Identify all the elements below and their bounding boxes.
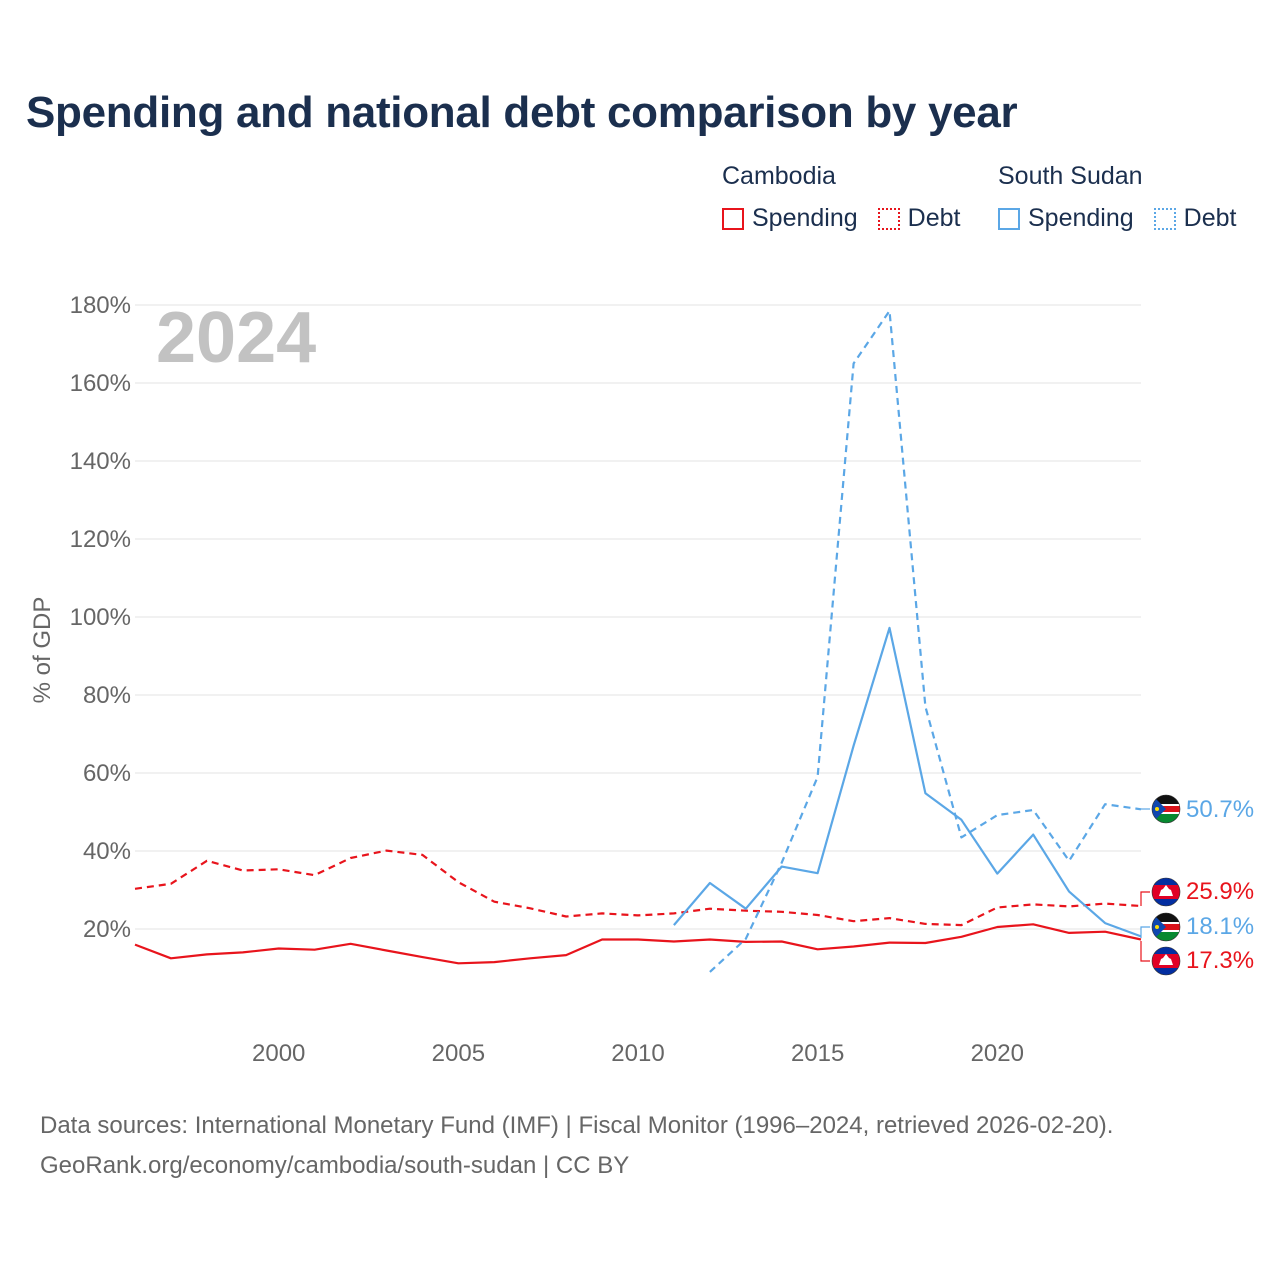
connector-cambodia-spending: [1140, 941, 1150, 962]
y-tick-label: 160%: [70, 370, 131, 397]
dotted-swatch-icon: [877, 207, 900, 230]
credit-link[interactable]: GeoRank.org/economy/cambodia/south-sudan…: [40, 1152, 630, 1179]
legend-country-name: South Sudan: [998, 162, 1143, 190]
legend-country-name: Cambodia: [722, 162, 836, 190]
x-tick-label: 2015: [791, 1040, 844, 1067]
legend-cambodia-spending[interactable]: Spending: [722, 204, 858, 233]
y-tick-label: 120%: [70, 526, 131, 553]
footer: Data sources: International Monetary Fun…: [40, 1106, 1113, 1186]
flag-border: [1151, 794, 1181, 824]
series-line-cambodia-spending[interactable]: [134, 923, 1142, 965]
legend-group-south-sudan: South Sudan Spending Debt: [998, 162, 1236, 233]
connector-cambodia-debt: [1140, 891, 1150, 906]
y-tick-label: 80%: [83, 682, 131, 709]
legend-cambodia-debt[interactable]: Debt: [877, 204, 961, 233]
end-label-cambodia-debt: 25.9%: [1186, 878, 1254, 905]
year-watermark: 2024: [156, 298, 316, 378]
series-line-cambodia-debt[interactable]: [134, 849, 1142, 927]
south-sudan-flag-icon: [1152, 795, 1180, 823]
south-sudan-flag-icon: [1152, 913, 1180, 941]
end-label-south-sudan-spending: 18.1%: [1186, 913, 1254, 940]
legend-label: Spending: [1028, 204, 1134, 232]
cambodia-flag-icon: [1152, 878, 1180, 906]
flag-border: [1151, 946, 1181, 976]
legend-group-cambodia: Cambodia Spending Debt: [722, 162, 960, 233]
series-line-south-sudan-spending[interactable]: [673, 626, 1142, 938]
legend-label: Spending: [752, 204, 858, 232]
chart-title: Spending and national debt comparison by…: [26, 88, 1018, 137]
flag-border: [1151, 912, 1181, 942]
end-label-connectors: [1140, 808, 1150, 962]
y-tick-label: 60%: [83, 760, 131, 787]
end-label-cambodia-spending: 17.3%: [1186, 947, 1254, 974]
legend-label: Debt: [1183, 204, 1237, 232]
solid-swatch-icon: [998, 207, 1020, 230]
solid-swatch-icon: [722, 207, 744, 230]
y-tick-label: 180%: [70, 292, 131, 319]
y-tick-label: 140%: [70, 448, 131, 475]
legend-label: Debt: [907, 204, 961, 232]
x-tick-label: 2020: [971, 1040, 1024, 1067]
series-line-south-sudan-debt[interactable]: [709, 309, 1142, 973]
legend-south-sudan-debt[interactable]: Debt: [1153, 204, 1237, 233]
dotted-swatch-icon: [1153, 207, 1176, 230]
x-tick-label: 2000: [252, 1040, 305, 1067]
y-axis-title: % of GDP: [29, 597, 56, 704]
flag-border: [1151, 877, 1181, 907]
data-sources-text: Data sources: International Monetary Fun…: [40, 1112, 1114, 1139]
connector-south-sudan-spending: [1140, 926, 1150, 938]
y-tick-label: 100%: [70, 604, 131, 631]
x-tick-label: 2010: [611, 1040, 664, 1067]
legend-south-sudan-spending[interactable]: Spending: [998, 204, 1134, 233]
x-tick-label: 2005: [432, 1040, 485, 1067]
y-tick-label: 40%: [83, 838, 131, 865]
line-chart: 20% 40% 60% 80% 100% 120% 140% 160% 180% 2000 2005…: [29, 292, 1254, 1067]
end-label-south-sudan-debt: 50.7%: [1186, 796, 1254, 823]
cambodia-flag-icon: [1152, 947, 1180, 975]
y-tick-label: 20%: [83, 916, 131, 943]
